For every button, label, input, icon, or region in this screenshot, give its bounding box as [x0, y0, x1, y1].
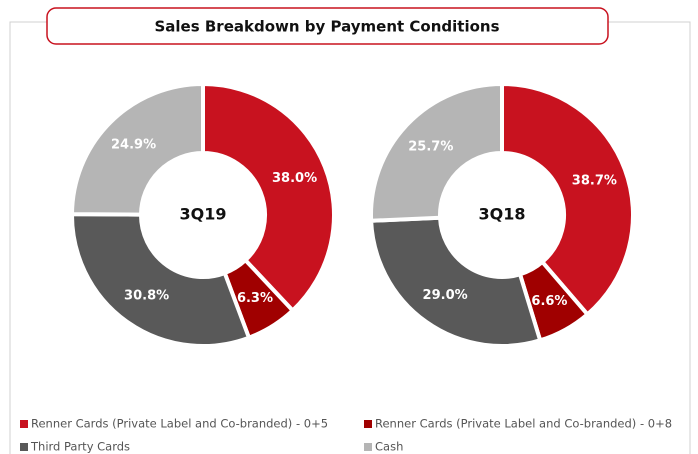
legend-label: Third Party Cards: [30, 440, 130, 454]
value-label: 30.8%: [124, 288, 169, 303]
slice: [69, 81, 205, 217]
legend-swatch: [364, 420, 372, 428]
value-label: 38.0%: [272, 171, 317, 186]
legend-label: Cash: [375, 440, 403, 454]
slice: [201, 81, 336, 314]
slice: [369, 81, 504, 223]
center-label: 3Q19: [180, 205, 227, 224]
value-label: 25.7%: [408, 139, 453, 154]
frame: [9, 21, 691, 454]
legend-swatch: [364, 443, 372, 451]
legend-label: Renner Cards (Private Label and Co-brand…: [31, 417, 328, 431]
title-box: [46, 7, 609, 45]
legend-swatch: [20, 443, 28, 451]
value-label: 29.0%: [423, 288, 468, 303]
value-label: 24.9%: [111, 138, 156, 153]
slice: [70, 212, 252, 348]
slice: [500, 81, 635, 318]
chart-title: Sales Breakdown by Payment Conditions: [154, 18, 499, 36]
legend-swatch: [20, 420, 28, 428]
slice: [369, 215, 543, 348]
value-label: 6.3%: [237, 291, 273, 306]
value-label: 6.6%: [531, 294, 567, 309]
value-label: 38.7%: [572, 173, 617, 188]
center-label: 3Q18: [479, 205, 526, 224]
legend-label: Renner Cards (Private Label and Co-brand…: [375, 417, 672, 431]
